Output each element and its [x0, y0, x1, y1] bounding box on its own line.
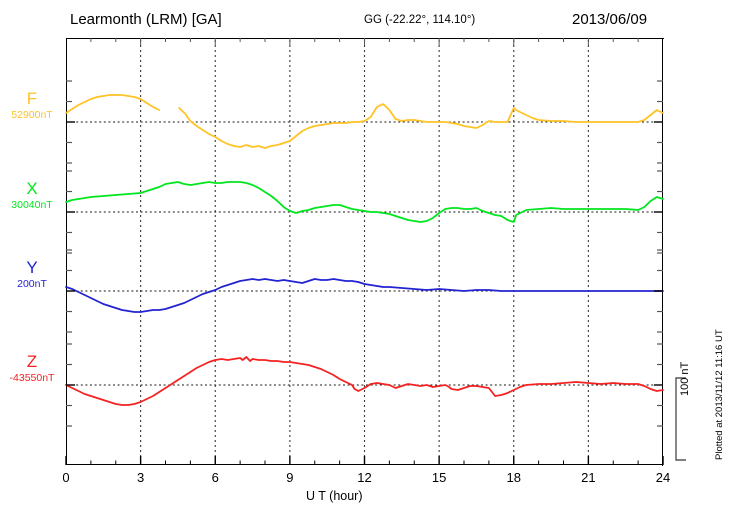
page-title: Learmonth (LRM) [GA] [70, 11, 222, 28]
x-tick-label-15: 15 [431, 470, 447, 485]
component-label-X: X 30040nT [0, 179, 64, 211]
observation-date-label: 2013/06/09 [572, 11, 648, 28]
x-tick-label-6: 6 [211, 470, 219, 485]
x-tick-label-12: 12 [357, 470, 372, 485]
component-baseline-value-Z: -43550nT [9, 372, 55, 384]
component-name-Y: Y [26, 258, 38, 277]
x-tick-label-0: 0 [62, 470, 70, 485]
component-baseline-value-F: 52900nT [11, 109, 53, 121]
trace-F-seg2 [178, 103, 664, 149]
component-name-X: X [26, 179, 38, 198]
trace-Y [65, 278, 664, 313]
component-label-Z: Z -43550nT [0, 352, 64, 384]
component-name-Z: Z [26, 352, 38, 371]
plotted-at-timestamp: Plotted at 2013/11/12 11:16 UT [714, 329, 725, 460]
component-baseline-value-Y: 200nT [17, 278, 47, 290]
x-tick-label-18: 18 [506, 470, 521, 485]
trace-F-seg1 [65, 94, 161, 114]
component-baseline-value-X: 30040nT [11, 199, 53, 211]
x-tick-label-3: 3 [137, 470, 145, 485]
trace-Z [65, 356, 664, 406]
x-axis-title: U T (hour) [306, 489, 363, 503]
component-label-F: F 52900nT [0, 89, 64, 121]
scale-bar-bracket [675, 377, 686, 461]
component-name-F: F [26, 89, 38, 108]
plot-right-border [662, 38, 663, 466]
scale-bar-label: 100 nT [679, 361, 691, 396]
x-tick-label-9: 9 [286, 470, 294, 485]
component-label-Y: Y 200nT [0, 258, 64, 290]
x-tick-label-24: 24 [655, 470, 671, 485]
x-tick-label-21: 21 [581, 470, 596, 485]
geographic-coordinates-label: GG (-22.22°, 114.10°) [364, 14, 476, 26]
trace-X [65, 181, 664, 223]
